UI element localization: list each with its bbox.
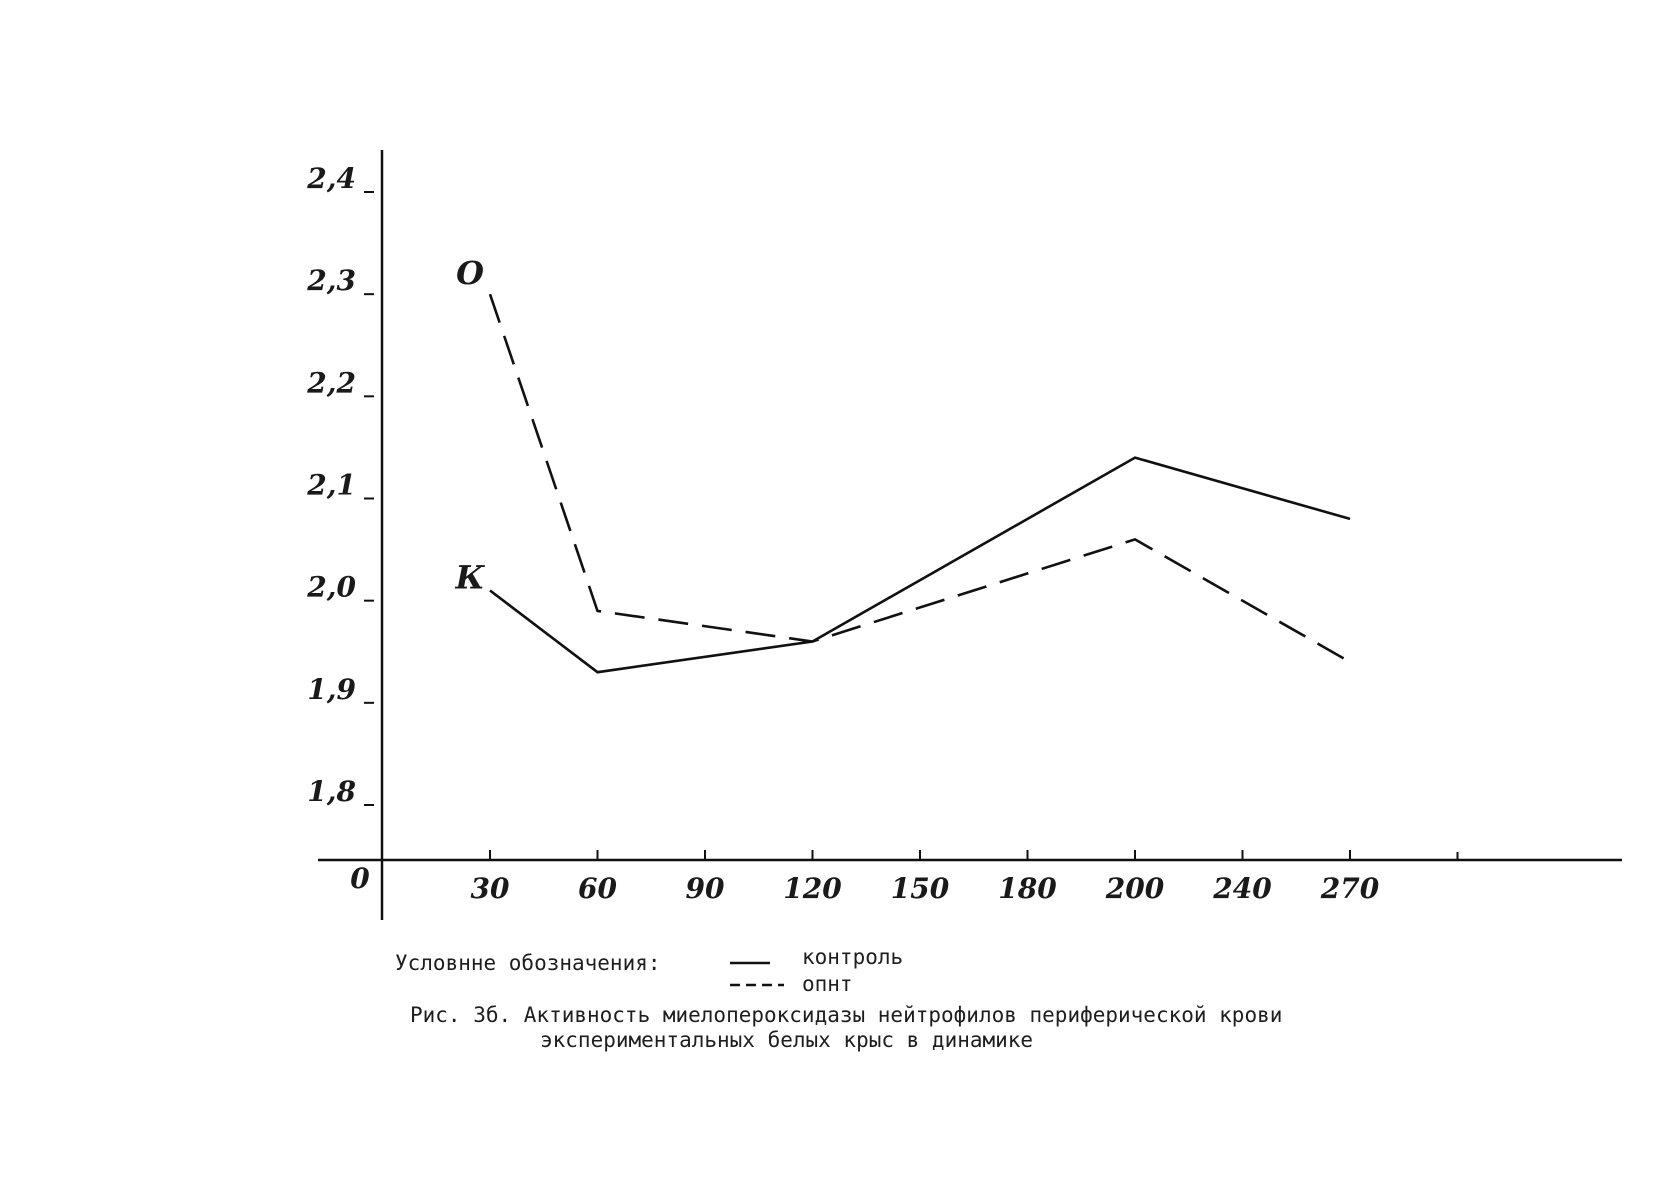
caption-line-1: Рис. 3б. Активность миелопероксидазы ней…: [410, 1003, 1282, 1027]
x-tick-label: 270: [1320, 872, 1380, 905]
x-tick-label: 240: [1212, 872, 1272, 905]
x-tick-label: 180: [998, 872, 1057, 905]
y-tick-label: 2,0: [306, 571, 356, 604]
series-label-experiment: О: [456, 254, 484, 292]
x-tick-label: 30: [471, 872, 510, 905]
caption-line-2: экспериментальных белых крыс в динамике: [540, 1028, 1033, 1052]
x-tick-label: 150: [891, 872, 950, 905]
legend-label-control: контроль: [802, 945, 903, 969]
series-group: КО: [454, 254, 1351, 674]
series-line-experiment: [488, 293, 1351, 664]
x-tick-label: 200: [1105, 872, 1165, 905]
x-tick-label: 60: [578, 872, 617, 905]
y-tick-group: 2,4 2,3 2,2 2,1 2,0 1,9 1,8: [306, 162, 374, 808]
legend: Условнне обозначения: контроль опнт: [395, 945, 903, 996]
x-tick-label: 90: [686, 872, 725, 905]
series-line-control: [489, 456, 1351, 674]
y-tick-label: 2,1: [306, 469, 356, 502]
legend-label-experiment: опнт: [802, 972, 853, 996]
legend-title: Условнне обозначения:: [395, 951, 661, 975]
origin-label: 0: [350, 862, 370, 895]
y-tick-label: 1,8: [307, 775, 356, 808]
y-tick-label: 2,4: [306, 162, 356, 195]
caption: Рис. 3б. Активность миелопероксидазы ней…: [410, 1003, 1282, 1052]
y-tick-label: 2,2: [306, 366, 356, 399]
x-tick-group: 30 60 90 120 150 180 200 240 270: [471, 850, 1459, 905]
y-tick-label: 2,3: [306, 264, 356, 297]
y-tick-label: 1,9: [307, 673, 356, 706]
series-label-control: К: [454, 558, 485, 596]
x-tick-label: 120: [783, 872, 842, 905]
